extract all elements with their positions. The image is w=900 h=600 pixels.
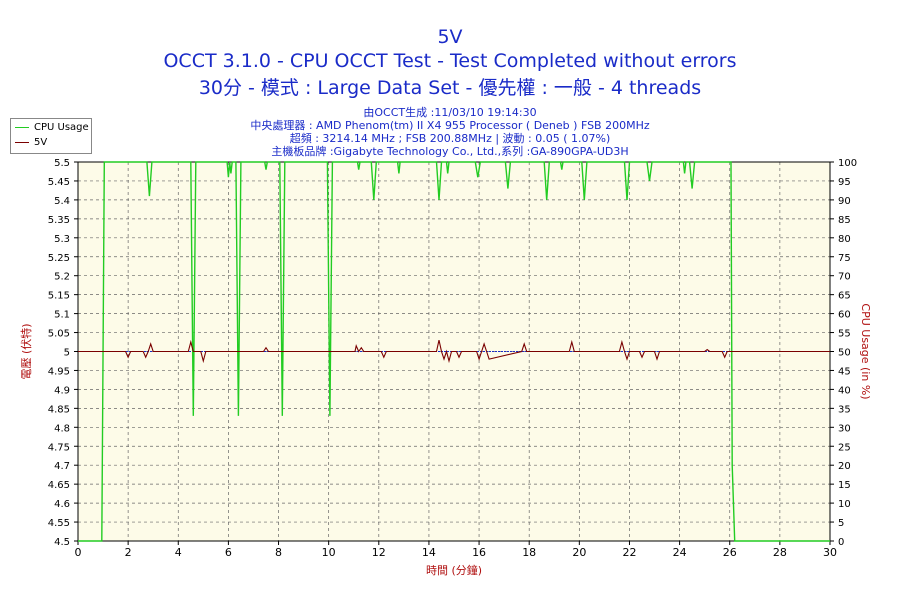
legend-item-cpu-usage: CPU Usage — [15, 121, 89, 135]
y-right-tick-label: 90 — [838, 196, 851, 207]
chart-subtitle-test: OCCT 3.1.0 - CPU OCCT Test - Test Comple… — [163, 50, 737, 72]
legend-label-cpu-usage: CPU Usage — [34, 122, 89, 133]
x-tick-label: 30 — [823, 546, 837, 559]
y-right-tick-label: 85 — [838, 215, 851, 226]
x-tick-label: 8 — [275, 546, 282, 559]
y-right-tick-label: 35 — [838, 404, 851, 415]
y-right-tick-label: 60 — [838, 310, 851, 321]
legend-swatch-cpu-usage — [15, 126, 29, 128]
y-left-tick-label: 5.2 — [54, 272, 70, 283]
y-right-tick-label: 40 — [838, 385, 851, 396]
y-left-tick-label: 5.05 — [48, 329, 70, 340]
y-right-tick-label: 30 — [838, 423, 851, 434]
y-left-tick-label: 4.75 — [48, 442, 70, 453]
y-right-tick-label: 65 — [838, 291, 851, 302]
y-left-tick-label: 4.5 — [54, 537, 70, 548]
y-left-tick-label: 5 — [64, 348, 70, 359]
y-right-tick-label: 25 — [838, 442, 851, 453]
y-right-tick-label: 80 — [838, 234, 851, 245]
x-tick-label: 2 — [125, 546, 132, 559]
y-axis-label-left: 電壓 (伏特) — [19, 323, 33, 379]
x-tick-label: 18 — [522, 546, 536, 559]
x-tick-label: 12 — [372, 546, 386, 559]
info-cpu: 中央處理器 : AMD Phenom(tm) II X4 955 Process… — [250, 119, 650, 132]
y-right-tick-label: 55 — [838, 329, 851, 340]
y-left-tick-label: 4.95 — [48, 366, 70, 377]
info-clock: 超頻 : 3214.14 MHz ; FSB 200.88MHz | 波動 : … — [289, 132, 611, 145]
y-right-tick-label: 100 — [838, 158, 857, 169]
y-right-tick-label: 95 — [838, 177, 851, 188]
y-right-tick-label: 10 — [838, 499, 851, 510]
series-line-cpu-usage — [78, 161, 830, 542]
y-right-tick-label: 0 — [838, 537, 844, 548]
y-left-tick-label: 4.6 — [54, 499, 70, 510]
info-generated: 由OCCT生成 :11/03/10 19:14:30 — [363, 106, 537, 119]
x-tick-label: 28 — [773, 546, 787, 559]
y-left-tick-label: 5.25 — [48, 253, 70, 264]
y-left-tick-label: 5.3 — [54, 234, 70, 245]
y-right-tick-label: 75 — [838, 253, 851, 264]
x-tick-label: 24 — [673, 546, 687, 559]
y-right-tick-label: 70 — [838, 272, 851, 283]
y-right-tick-label: 50 — [838, 348, 851, 359]
chart-title: 5V — [437, 26, 463, 48]
y-left-tick-label: 4.85 — [48, 404, 70, 415]
x-tick-label: 22 — [622, 546, 636, 559]
y-right-tick-label: 20 — [838, 461, 851, 472]
y-right-tick-label: 5 — [838, 518, 844, 529]
x-tick-label: 4 — [175, 546, 182, 559]
y-left-tick-label: 4.9 — [54, 385, 70, 396]
y-left-tick-label: 4.65 — [48, 480, 70, 491]
x-tick-label: 26 — [723, 546, 737, 559]
y-left-tick-label: 5.1 — [54, 310, 70, 321]
y-left-tick-label: 5.15 — [48, 291, 70, 302]
x-tick-label: 20 — [572, 546, 586, 559]
x-axis-label: 時間 (分鐘) — [426, 563, 482, 577]
y-left-tick-label: 4.7 — [54, 461, 70, 472]
x-tick-label: 14 — [422, 546, 436, 559]
y-axis-label-right: CPU Usage (in %) — [859, 303, 872, 399]
y-left-tick-label: 5.35 — [48, 215, 70, 226]
y-left-tick-label: 4.8 — [54, 423, 70, 434]
legend-item-5v: 5V — [15, 136, 47, 150]
y-left-tick-label: 5.4 — [54, 196, 70, 207]
series-line-5v — [78, 339, 830, 364]
y-left-tick-label: 5.45 — [48, 177, 70, 188]
x-tick-label: 0 — [75, 546, 82, 559]
legend-swatch-5v — [15, 141, 29, 143]
x-tick-label: 16 — [472, 546, 486, 559]
y-right-tick-label: 45 — [838, 366, 851, 377]
y-left-tick-label: 4.55 — [48, 518, 70, 529]
chart-legend: CPU Usage 5V — [10, 118, 92, 154]
legend-label-5v: 5V — [34, 137, 48, 148]
x-tick-label: 10 — [322, 546, 336, 559]
info-board: 主機板品牌 :Gigabyte Technology Co., Ltd.,系列 … — [271, 145, 629, 158]
y-left-tick-label: 5.5 — [54, 158, 70, 169]
x-tick-label: 6 — [225, 546, 232, 559]
y-right-tick-label: 15 — [838, 480, 851, 491]
chart-subtitle-mode: 30分 - 模式 : Large Data Set - 優先權 : 一般 - 4… — [198, 77, 702, 99]
